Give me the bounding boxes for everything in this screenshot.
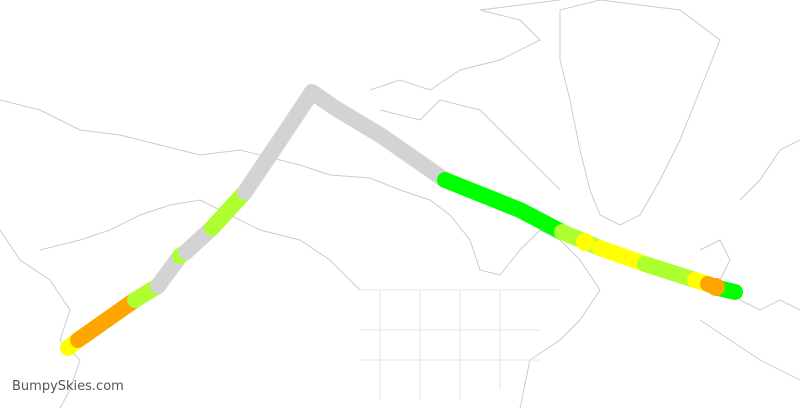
flight-route (60, 84, 743, 356)
arctic-islands (369, 0, 561, 191)
alaska-coast (0, 99, 431, 201)
europe-coast (699, 139, 800, 381)
route-segment-light (204, 184, 253, 236)
aleutian-coast (39, 199, 361, 291)
turbulence-marker (707, 278, 725, 296)
route-segment-heavy (70, 292, 143, 348)
route-segment-light (637, 256, 703, 288)
asia-coast (0, 229, 81, 408)
route-segment-no_data (237, 84, 453, 200)
route-segment-smooth (437, 172, 570, 240)
brand-watermark: BumpySkies.com (12, 379, 124, 394)
greenland-coast (559, 0, 721, 226)
turbulence-marker (576, 233, 594, 251)
us-borders (360, 289, 560, 400)
hudson-coast (429, 199, 601, 408)
